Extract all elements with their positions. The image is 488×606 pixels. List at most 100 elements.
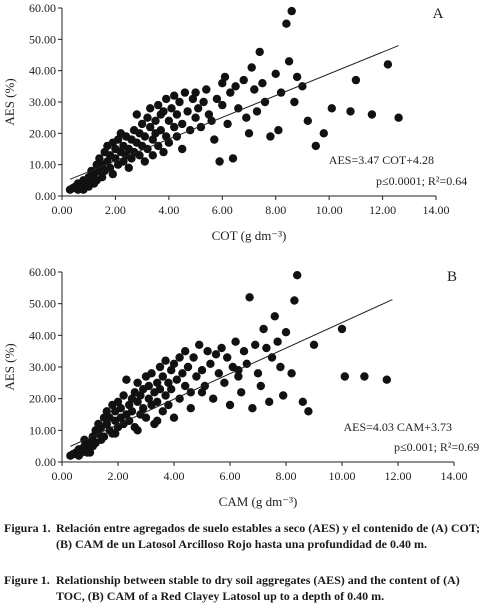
panel-b-data-point: [239, 347, 249, 356]
panel-b-data-point: [155, 362, 165, 372]
panel-b-data-point: [99, 432, 109, 441]
panel-a-data-point: [137, 119, 147, 129]
panel-b-data-point: [133, 397, 142, 406]
panel-b-data-point: [136, 391, 145, 400]
panel-b-data-point: [287, 369, 296, 378]
panel-b-data-point: [158, 372, 167, 381]
panel-b-data-point: [133, 426, 142, 435]
panel-b-data-point: [360, 372, 369, 381]
panel-b-label: B: [447, 269, 457, 285]
panel-b-data-point: [164, 378, 173, 387]
panel-a-y-axis-label: AES (%): [2, 78, 17, 125]
panel-b-data-point: [223, 353, 232, 362]
panel-b-data-point: [273, 337, 282, 346]
panel-a-data-point: [247, 63, 256, 72]
panel-b-x-tick-label: 6.00: [220, 469, 241, 483]
panel-a-data-point: [140, 157, 149, 166]
panel-b-data-point: [167, 366, 176, 375]
panel-a-data-point: [148, 135, 157, 144]
panel-a-data-point: [394, 113, 403, 122]
panel-a-data-point: [212, 94, 222, 104]
panel-b-data-point: [155, 385, 165, 394]
panel-a-data-point: [151, 116, 160, 126]
panel-a-data-point: [191, 113, 200, 122]
panel-a-data-point: [220, 72, 230, 82]
panel-b-data-point: [259, 324, 268, 334]
panel-b-x-tick-label: 2.00: [108, 469, 129, 483]
panel-b-data-point: [276, 362, 285, 372]
panel-a-data-point: [250, 85, 259, 94]
panel-b-data-point: [262, 343, 271, 353]
panel-b-equation: AES=4.03 CAM+3.73: [343, 420, 452, 434]
panel-b-data-point: [119, 391, 128, 400]
panel-b-data-point: [214, 369, 223, 378]
panel-a-x-tick-label: 4.00: [158, 203, 179, 217]
panel-b-data-point: [158, 407, 167, 416]
panel-a-data-point: [226, 88, 235, 97]
panel-a-statistics: p≤0.0001; R²=0.64: [376, 174, 467, 188]
panel-a-data-point: [164, 138, 174, 147]
panel-b-data-point: [234, 372, 243, 381]
panel-a-data-point: [108, 169, 118, 179]
panel-b-data-point: [175, 394, 184, 403]
panel-b-statistics: p≤0.001; R²=0.69: [394, 440, 479, 454]
panel-a-data-point: [164, 116, 174, 126]
panel-b-y-tick-label: 20.00: [29, 392, 56, 406]
panel-a-label: A: [433, 6, 444, 22]
panel-b-data-point: [203, 347, 212, 356]
panel-b-data-point: [270, 312, 279, 321]
panel-b-data-point: [209, 394, 218, 403]
panel-b-data-point: [211, 350, 221, 359]
panel-b-x-tick-label: 4.00: [164, 469, 185, 483]
panel-a-y-tick-label: 50.00: [29, 32, 56, 46]
panel-a-data-point: [290, 97, 299, 107]
panel-a-y-tick-label: 20.00: [29, 126, 56, 140]
panel-b-data-point: [161, 356, 170, 365]
panel-b-data-point: [304, 407, 313, 416]
panel-b-data-point: [242, 359, 251, 368]
panel-b-data-point: [251, 340, 260, 349]
panel-a-data-point: [287, 6, 296, 16]
panel-a-data-point: [178, 119, 187, 129]
panel-a-data-point: [242, 113, 251, 122]
panel-a-data-point: [228, 154, 238, 163]
panel-b-data-point: [337, 324, 347, 334]
panel-b-data-point: [206, 359, 215, 368]
panel-a-data-point: [162, 94, 171, 104]
panel-b-data-point: [231, 337, 240, 346]
panel-b-data-point: [309, 340, 319, 349]
panel-b-x-tick-label: 14.00: [441, 469, 468, 483]
panel-a-data-point: [260, 97, 270, 107]
panel-a-data-point: [223, 119, 232, 129]
panel-a-data-point: [146, 104, 155, 113]
panel-b-y-tick-label: 10.00: [29, 423, 56, 437]
panel-b-data-point: [245, 293, 254, 302]
panel-a-equation: AES=3.47 COT+4.28: [329, 153, 434, 167]
panel-b-data-point: [281, 328, 291, 337]
panel-a-data-point: [148, 151, 157, 160]
panel-a-data-point: [327, 104, 336, 113]
caption-es-label: Figura 1.: [4, 521, 51, 535]
panel-a-data-point: [231, 82, 240, 91]
panel-b-data-point: [133, 378, 142, 387]
panel-b-x-tick-label: 8.00: [276, 469, 297, 483]
panel-b-x-tick-label: 0.00: [52, 469, 73, 483]
panel-a-x-tick-label: 10.00: [316, 203, 343, 217]
panel-b-data-point: [181, 347, 190, 356]
panel-b-data-point: [225, 400, 235, 410]
panel-a-data-point: [132, 110, 141, 119]
panel-a-x-tick-label: 12.00: [369, 203, 396, 217]
panel-a-data-point: [215, 157, 224, 166]
panel-b-y-tick-label: 30.00: [29, 360, 56, 374]
panel-a-data-point: [383, 60, 393, 69]
panel-a-x-tick-label: 0.00: [52, 203, 73, 217]
panel-a-data-point: [258, 79, 267, 88]
panel-b-data-point: [178, 369, 187, 378]
panel-b-data-point: [122, 375, 131, 384]
panel-a-data-point: [244, 129, 254, 138]
panel-a-x-tick-label: 6.00: [212, 203, 233, 217]
panel-a-data-point: [154, 100, 163, 110]
panel-a-y-tick-label: 60.00: [29, 1, 56, 15]
panel-a-data-point: [199, 97, 208, 107]
panel-a-data-point: [172, 132, 182, 141]
